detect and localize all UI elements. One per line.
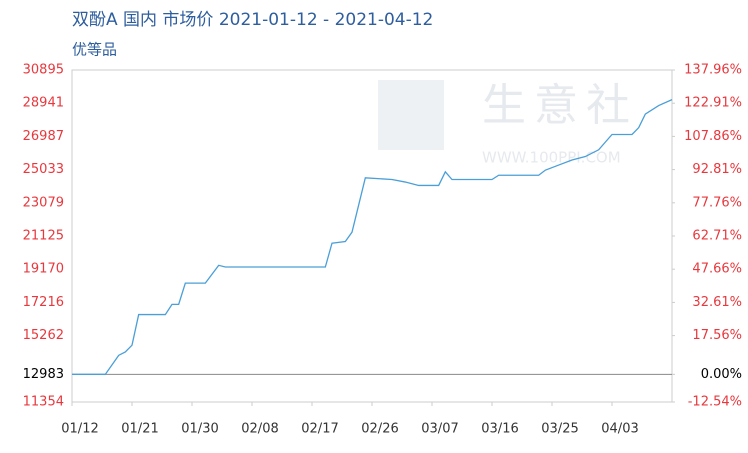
watermark: 生意社 WWW.100PPI.COM <box>378 80 638 167</box>
y-tick-label: 28941 <box>23 96 64 111</box>
y2-tick-label: 62.71% <box>692 229 742 244</box>
y-tick-label: 30895 <box>23 63 64 78</box>
y-tick-label: 19170 <box>23 262 64 277</box>
y2-tick-label: 137.96% <box>684 63 742 78</box>
y2-tick-label: -12.54% <box>688 395 742 410</box>
y-tick-label: 12983 <box>23 367 64 382</box>
y2-tick-label: 32.61% <box>692 295 742 310</box>
y-tick-label: 11354 <box>23 395 64 410</box>
x-tick-label: 01/21 <box>121 422 158 437</box>
watermark-text: 生意社 <box>482 80 638 131</box>
y-tick-label: 25033 <box>23 162 64 177</box>
y2-tick-label: 122.91% <box>684 96 742 111</box>
y2-tick-label: 0.00% <box>701 367 742 382</box>
x-tick-label: 03/25 <box>541 422 578 437</box>
x-tick-label: 02/17 <box>301 422 338 437</box>
y2-tick-label: 17.56% <box>692 328 742 343</box>
x-tick-label: 03/16 <box>481 422 518 437</box>
x-tick-label: 01/30 <box>181 422 218 437</box>
y-tick-label: 17216 <box>23 295 64 310</box>
x-tick-label: 04/03 <box>601 422 638 437</box>
y2-tick-label: 47.66% <box>692 262 742 277</box>
y-tick-label: 26987 <box>23 129 64 144</box>
chart-title: 双酚A 国内 市场价 2021-01-12 - 2021-04-12 <box>72 10 433 30</box>
y-tick-label: 15262 <box>23 328 64 343</box>
price-line <box>72 99 673 375</box>
x-tick-label: 02/26 <box>361 422 398 437</box>
x-tick-label: 03/07 <box>421 422 458 437</box>
y2-tick-label: 92.81% <box>692 162 742 177</box>
watermark-logo <box>378 80 444 150</box>
y2-tick-label: 107.86% <box>684 129 742 144</box>
x-tick-label: 01/12 <box>61 422 98 437</box>
watermark-url: WWW.100PPI.COM <box>482 149 621 167</box>
x-tick-label: 02/08 <box>241 422 278 437</box>
y-tick-label: 23079 <box>23 195 64 210</box>
chart-subtitle: 优等品 <box>72 41 117 59</box>
y2-tick-label: 77.76% <box>692 195 742 210</box>
y-tick-label: 21125 <box>23 228 64 243</box>
